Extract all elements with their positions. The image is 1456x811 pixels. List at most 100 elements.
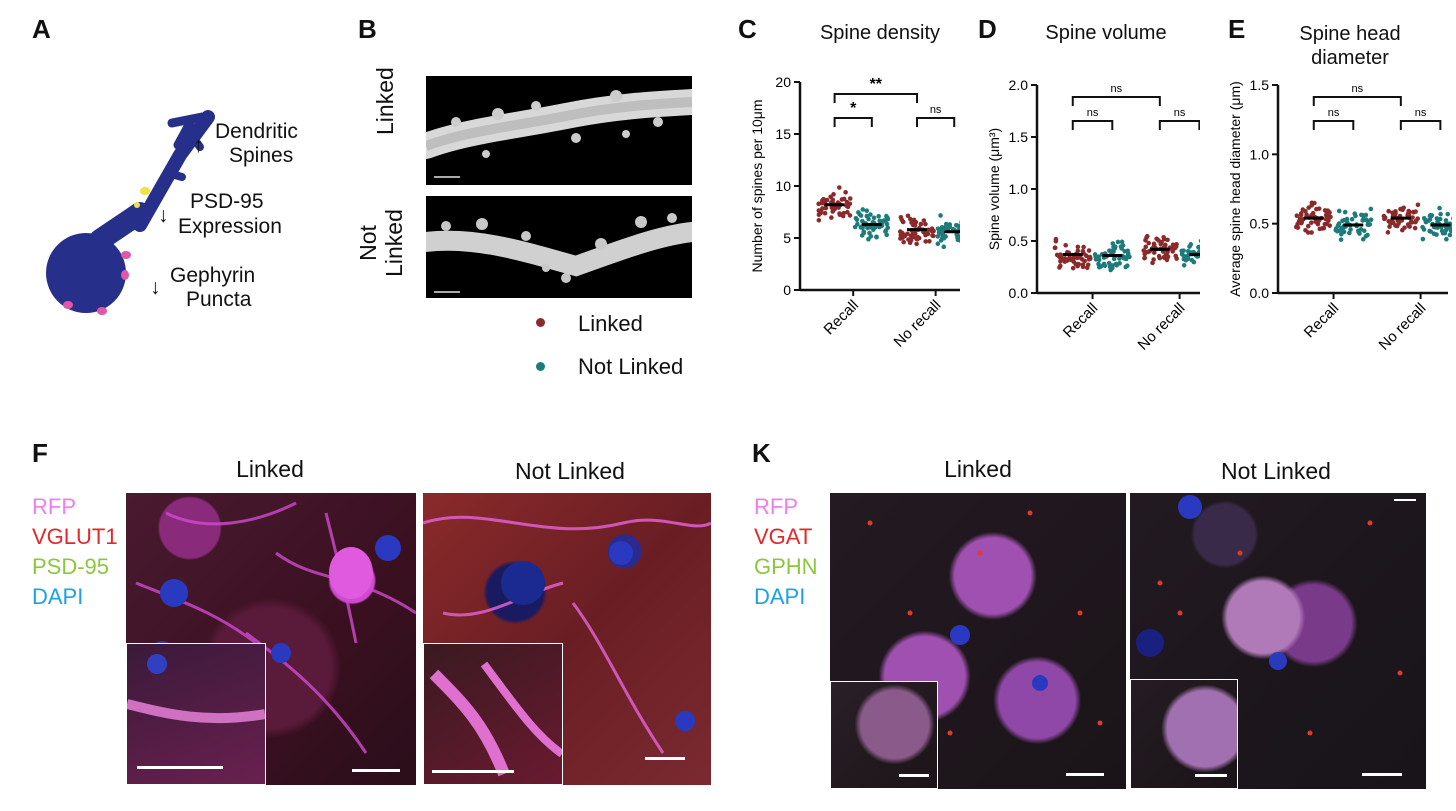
data-point	[1363, 212, 1369, 218]
dendrite-image-linked	[426, 76, 692, 185]
x-tick-label: Recall	[1060, 300, 1101, 341]
significance-label: *	[850, 100, 857, 117]
legend-dot-linked	[536, 318, 545, 327]
data-point	[1407, 224, 1412, 229]
channel-legend-k: RFP VGAT GPHN DAPI	[754, 492, 818, 612]
data-point	[1361, 228, 1367, 234]
significance-label: ns	[1174, 107, 1186, 119]
data-point	[1438, 211, 1443, 217]
significance-label: ns	[1351, 83, 1363, 95]
data-point	[1309, 212, 1314, 218]
data-point	[884, 213, 889, 219]
data-point	[914, 241, 919, 247]
data-point	[1063, 242, 1068, 248]
data-point	[1412, 225, 1418, 231]
data-point	[1120, 243, 1126, 248]
panel-letter-b: B	[358, 14, 377, 44]
data-point	[1387, 224, 1392, 229]
chart-title-spine-density: Spine density	[819, 22, 941, 44]
data-point	[921, 218, 927, 223]
scale-bar	[434, 176, 460, 178]
data-point	[819, 198, 825, 203]
data-point	[876, 213, 882, 219]
data-point	[824, 197, 830, 203]
data-point	[1440, 230, 1446, 236]
significance-bracket: ns	[1071, 107, 1114, 130]
data-point	[1157, 255, 1163, 261]
data-point	[1107, 248, 1112, 253]
data-point	[1347, 230, 1352, 236]
micrograph-f-not-linked-inset	[423, 643, 563, 785]
data-point	[901, 239, 906, 245]
data-point	[1294, 213, 1300, 218]
data-point	[847, 213, 853, 218]
data-point	[1368, 217, 1374, 223]
data-point	[1086, 248, 1092, 253]
data-point	[954, 232, 960, 237]
data-point	[1143, 250, 1148, 255]
data-point	[854, 217, 860, 223]
data-point	[938, 213, 943, 218]
legend-label-not-linked: Not Linked	[578, 354, 684, 379]
significance-bracket: ns	[1158, 107, 1200, 130]
data-point	[1198, 238, 1200, 243]
data-point	[1184, 254, 1190, 259]
data-point	[841, 196, 847, 202]
data-point	[820, 206, 825, 211]
data-point	[1305, 230, 1311, 235]
significance-label: ns	[1328, 107, 1340, 119]
image-title-not-linked: Not Linked	[1221, 458, 1331, 484]
data-point	[906, 237, 911, 242]
data-point	[1437, 216, 1443, 222]
data-point	[1158, 241, 1164, 247]
micrograph-k-not-linked-inset	[1130, 679, 1238, 789]
y-tick-label: 0	[783, 282, 791, 298]
data-point	[1437, 205, 1442, 211]
data-point	[1189, 257, 1195, 263]
data-point	[1338, 237, 1344, 242]
channel-dapi: DAPI	[32, 584, 84, 609]
x-tick-label: No recall	[1376, 300, 1430, 354]
data-point	[1170, 249, 1176, 254]
data-point	[1309, 200, 1315, 206]
data-point	[843, 190, 848, 195]
data-point	[1119, 239, 1125, 245]
data-point	[1413, 218, 1419, 224]
channel-psd95: PSD-95	[32, 554, 110, 579]
data-point	[915, 236, 920, 242]
scale-bar	[645, 757, 685, 760]
panel-letter-k: K	[752, 438, 771, 468]
data-point	[955, 237, 960, 243]
data-point	[897, 229, 903, 234]
data-point	[1339, 226, 1345, 232]
legend-label-linked: Linked	[578, 311, 643, 336]
data-point	[1114, 262, 1119, 268]
data-point	[837, 212, 843, 218]
data-point	[1092, 252, 1098, 257]
data-point	[1293, 224, 1299, 230]
data-point	[1444, 236, 1449, 242]
data-point	[829, 215, 834, 220]
significance-label: ns	[1415, 107, 1427, 119]
y-tick-label: 2.0	[1009, 77, 1029, 93]
micrograph-f-linked-inset	[126, 643, 266, 785]
data-point	[926, 227, 931, 233]
data-point	[1443, 218, 1449, 223]
data-point	[858, 213, 864, 218]
data-point	[1323, 216, 1329, 222]
data-point	[947, 222, 952, 228]
data-point	[941, 235, 947, 241]
data-point	[900, 235, 905, 240]
scale-bar	[1362, 773, 1402, 776]
data-point	[1336, 221, 1342, 226]
data-point	[1309, 230, 1314, 235]
cell-overlay	[1136, 495, 1403, 736]
data-point	[1420, 224, 1425, 230]
data-point	[864, 213, 870, 219]
data-point	[1443, 227, 1449, 233]
x-tick-label: Recall	[1301, 300, 1342, 341]
data-point	[845, 209, 850, 215]
data-point	[1151, 250, 1157, 255]
bracket-line	[833, 117, 873, 127]
micrograph-f-linked	[125, 492, 417, 786]
